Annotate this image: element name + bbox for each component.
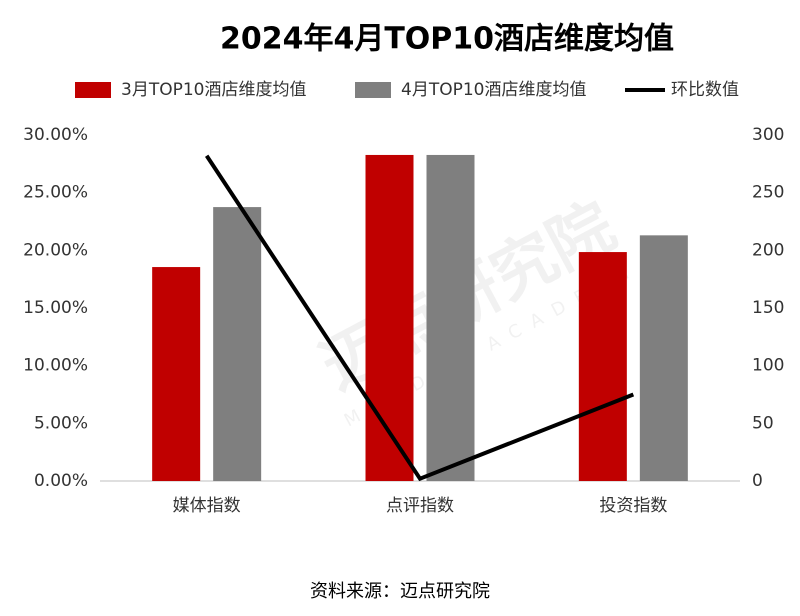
line	[204, 154, 635, 482]
y-tick-label: 20.00%	[23, 240, 88, 260]
y-tick-label: 15.00%	[23, 298, 88, 318]
y-tick-label: 25.00%	[23, 183, 88, 203]
legend-swatch	[75, 82, 111, 98]
source-note: 资料来源：迈点研究院	[310, 581, 490, 602]
y-tick-label: 10.00%	[23, 356, 88, 376]
y2-tick-label: 300	[752, 125, 784, 145]
bar	[426, 154, 475, 481]
y2-tick-label: 0	[752, 471, 763, 491]
y2-tick-label: 100	[752, 356, 784, 376]
y2-tick-label: 150	[752, 298, 784, 318]
bar	[152, 267, 201, 481]
chart-title: 2024年4月TOP10酒店维度均值	[220, 22, 674, 57]
y-tick-label: 5.00%	[34, 413, 88, 433]
y-tick-label: 30.00%	[23, 125, 88, 145]
y-tick-label: 0.00%	[34, 471, 88, 491]
x-tick-label: 投资指数	[599, 496, 667, 516]
bar	[213, 207, 262, 482]
y2-tick-label: 250	[752, 183, 784, 203]
legend-label: 4月TOP10酒店维度均值	[401, 80, 586, 100]
bar	[578, 252, 627, 481]
x-tick-label: 点评指数	[386, 496, 454, 516]
bar	[639, 235, 688, 481]
legend-label: 环比数值	[671, 80, 739, 100]
x-tick-label: 媒体指数	[173, 496, 241, 516]
legend-swatch	[355, 82, 391, 98]
y2-tick-label: 50	[752, 413, 774, 433]
legend-label: 3月TOP10酒店维度均值	[121, 80, 306, 100]
bar	[365, 154, 414, 481]
y2-tick-label: 200	[752, 240, 784, 260]
